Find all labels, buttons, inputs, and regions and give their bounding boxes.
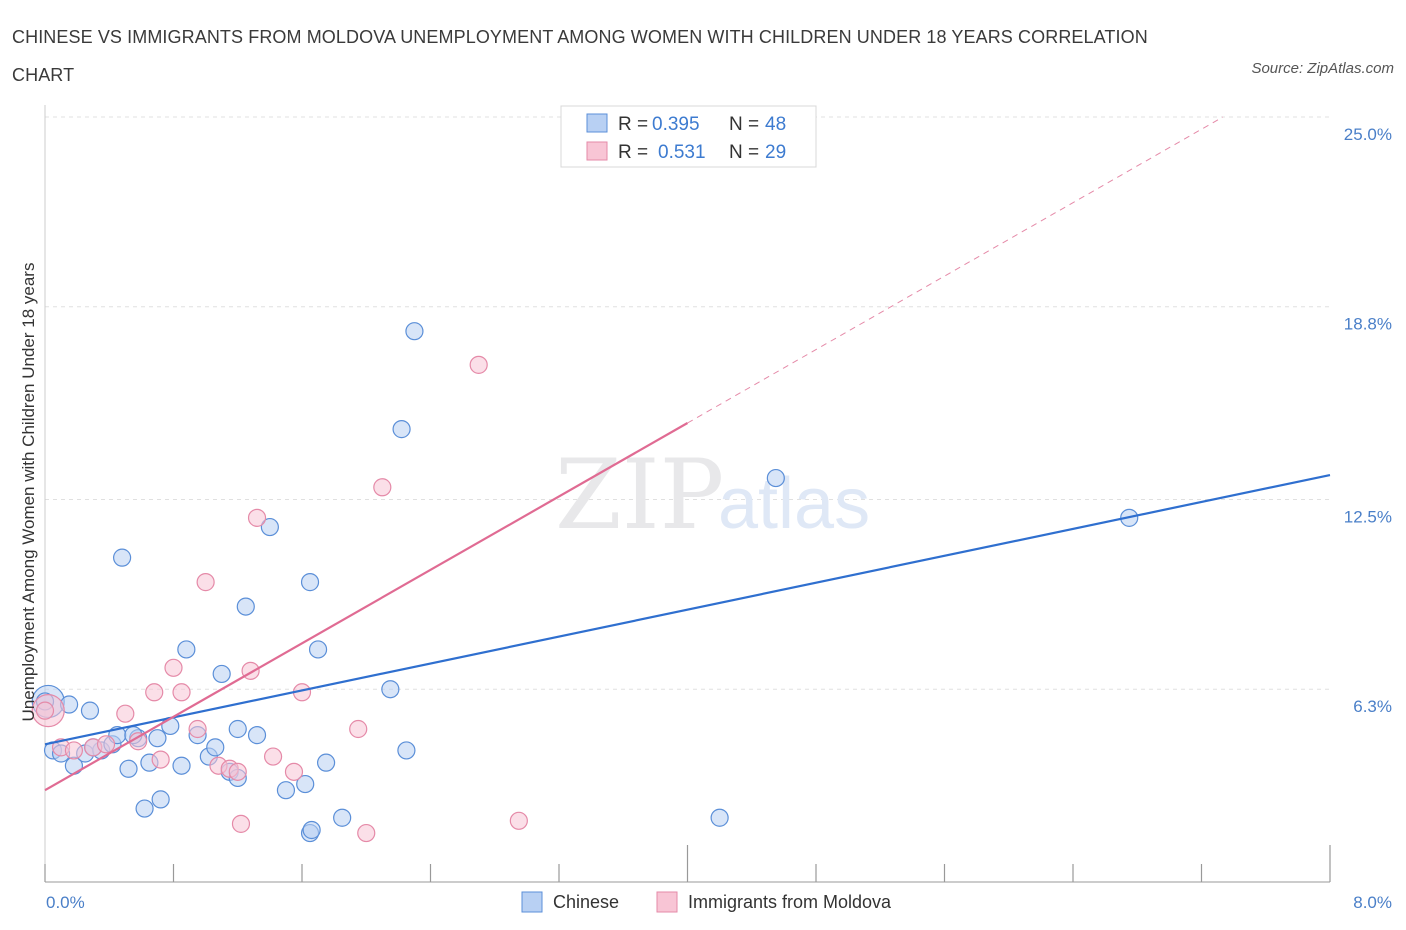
legend-moldova-n-label: N =	[729, 142, 759, 163]
moldova-point-24	[470, 356, 487, 373]
chinese-point-19	[178, 641, 195, 658]
chinese-point-15	[149, 730, 166, 747]
moldova-point-15	[232, 815, 249, 832]
y-axis-label: Unemployment Among Women with Children U…	[19, 263, 38, 722]
moldova-point-9	[165, 659, 182, 676]
chinese-point-13	[136, 800, 153, 817]
chinese-point-29	[277, 782, 294, 799]
moldova-point-5	[117, 705, 134, 722]
legend-moldova-swatch	[587, 142, 607, 160]
stats-legend: R = 0.395 N = 48 R = 0.531 N = 29	[561, 106, 816, 167]
moldova-point-19	[285, 763, 302, 780]
legend-chinese-r-value: 0.395	[652, 114, 700, 135]
x-tick-label-0: 0.0%	[46, 893, 85, 912]
chinese-point-34	[334, 809, 351, 826]
bottom-legend-moldova-label: Immigrants from Moldova	[688, 892, 892, 912]
watermark-atlas: atlas	[718, 464, 870, 544]
bottom-legend-chinese-swatch	[522, 892, 542, 912]
chinese-point-38	[406, 323, 423, 340]
x-tick-label-1: 8.0%	[1353, 893, 1392, 912]
chinese-point-16	[152, 791, 169, 808]
moldova-point-23	[374, 479, 391, 496]
chinese-point-27	[249, 727, 266, 744]
moldova-point-28	[229, 763, 246, 780]
series-legend: Chinese Immigrants from Moldova	[522, 892, 892, 912]
chinese-point-39	[711, 809, 728, 826]
chinese-point-36	[393, 421, 410, 438]
watermark-zip: ZIP	[555, 439, 724, 551]
chinese-point-43	[229, 721, 246, 738]
moldova-point-7	[146, 684, 163, 701]
legend-chinese-swatch	[587, 114, 607, 132]
bottom-legend-chinese-label: Chinese	[553, 892, 619, 912]
chinese-point-18	[173, 757, 190, 774]
y-tick-label-1: 12.5%	[1344, 508, 1392, 527]
moldova-point-4	[98, 736, 115, 753]
chinese-point-22	[207, 739, 224, 756]
legend-moldova-n-value: 29	[765, 142, 786, 163]
y-tick-labels: 6.3% 12.5% 18.8% 25.0%	[1344, 125, 1392, 716]
moldova-point-25	[510, 812, 527, 829]
moldova-point-8	[152, 751, 169, 768]
moldova-point-17	[249, 509, 266, 526]
legend-chinese-n-label: N =	[729, 114, 759, 135]
chinese-point-10	[114, 549, 131, 566]
moldova-point-27	[37, 702, 54, 719]
moldova-point-18	[265, 748, 282, 765]
moldova-point-12	[197, 574, 214, 591]
y-tick-label-3: 25.0%	[1344, 125, 1392, 144]
chinese-point-23	[213, 665, 230, 682]
chinese-point-46	[303, 821, 320, 838]
scatter-chart: ZIP atlas 6.3% 12.5% 18.8% 25.0% 0.0% 8.0% U…	[0, 0, 1406, 930]
moldova-point-2	[65, 742, 82, 759]
bottom-legend-moldova-swatch	[657, 892, 677, 912]
chinese-point-32	[310, 641, 327, 658]
chinese-point-6	[81, 702, 98, 719]
chinese-point-33	[318, 754, 335, 771]
chinese-point-11	[120, 760, 137, 777]
chinese-point-35	[382, 681, 399, 698]
moldova-point-11	[189, 721, 206, 738]
chinese-point-37	[398, 742, 415, 759]
chinese-point-40	[767, 470, 784, 487]
legend-chinese-r-label: R =	[618, 114, 648, 135]
chinese-point-31	[302, 574, 319, 591]
y-tick-label-0: 6.3%	[1353, 697, 1392, 716]
chinese-point-26	[237, 598, 254, 615]
legend-chinese-n-value: 48	[765, 114, 786, 135]
moldova-point-22	[358, 825, 375, 842]
moldova-trend-line	[45, 423, 688, 790]
legend-moldova-r-value: 0.531	[658, 142, 706, 163]
moldova-point-21	[350, 721, 367, 738]
y-tick-label-2: 18.8%	[1344, 315, 1392, 334]
moldova-point-10	[173, 684, 190, 701]
legend-moldova-r-label: R =	[618, 142, 648, 163]
